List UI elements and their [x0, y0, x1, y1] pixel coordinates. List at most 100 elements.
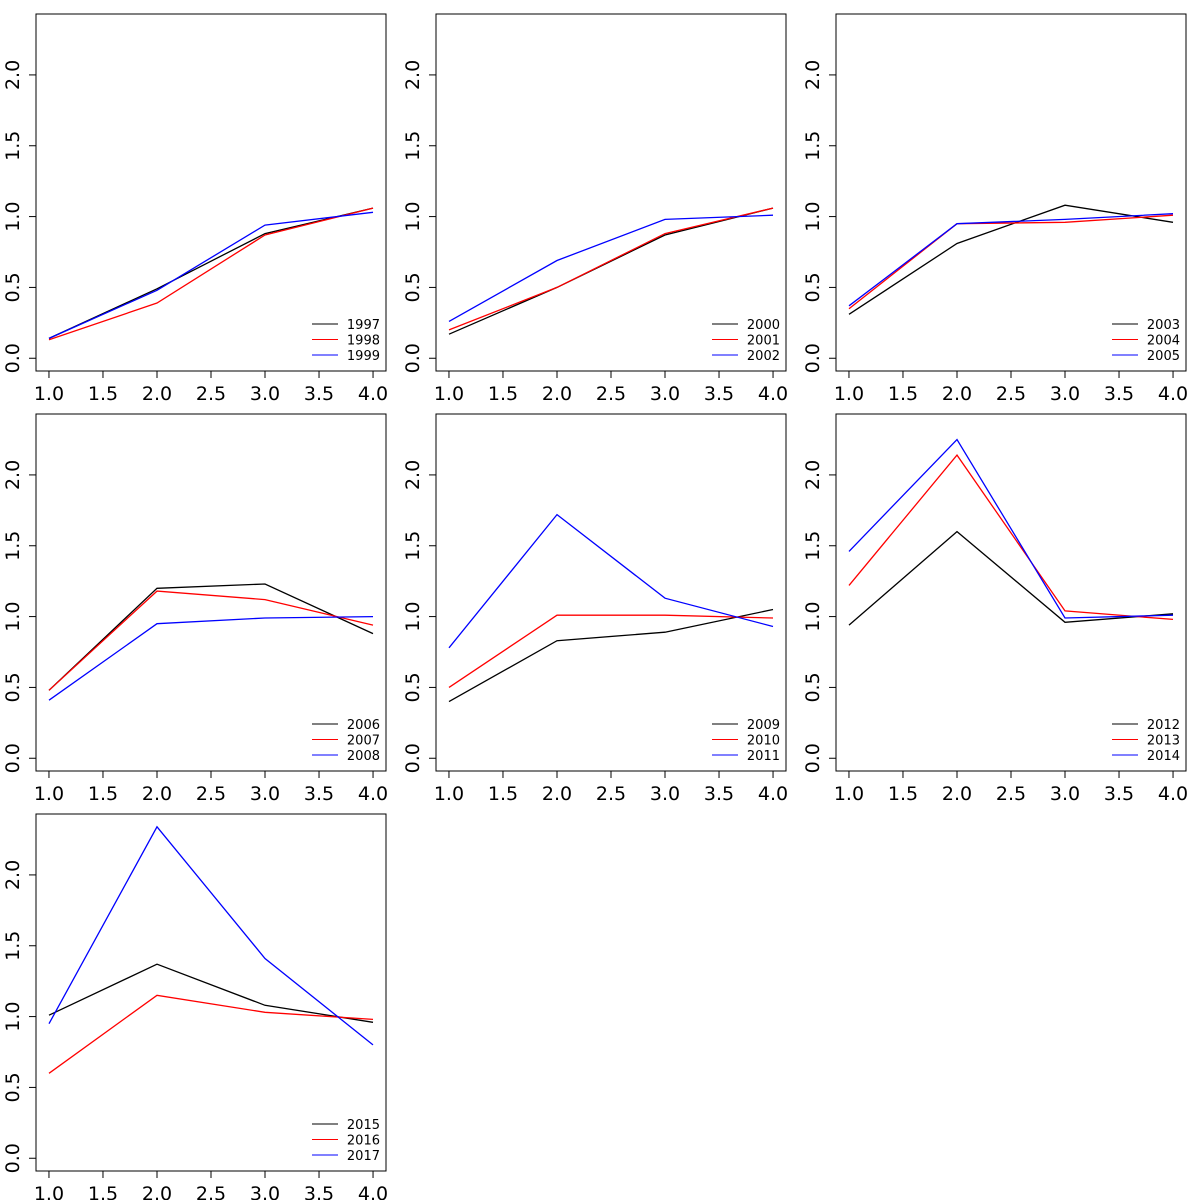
y-tick-label: 1.5 — [2, 931, 24, 961]
x-tick-label: 1.0 — [834, 783, 864, 805]
y-tick-label: 0.5 — [2, 672, 24, 702]
chart-panel-7: 1.0 1.5 2.0 2.5 3.0 3.5 4.0 0.0 0.5 1.0 1.5 2.0 2015… — [2, 813, 388, 1200]
y-tick-label: 0.5 — [2, 272, 24, 302]
x-tick-label: 2.5 — [596, 383, 626, 405]
y-tick-label: 1.5 — [802, 531, 824, 561]
chart-panel-5: 1.0 1.5 2.0 2.5 3.0 3.5 4.0 0.0 0.5 1.0 1.5 2.0 2009… — [402, 413, 788, 805]
plot-frame — [35, 813, 387, 1172]
y-tick-label: 2.0 — [2, 60, 24, 90]
y-axis: 0.0 0.5 1.0 1.5 2.0 — [802, 460, 836, 773]
y-tick-label: 1.0 — [402, 201, 424, 231]
x-axis: 1.0 1.5 2.0 2.5 3.0 3.5 4.0 — [434, 771, 788, 805]
y-tick-label: 1.5 — [802, 131, 824, 161]
y-tick-label: 0.5 — [402, 672, 424, 702]
x-tick-label: 1.0 — [434, 383, 464, 405]
x-tick-label: 1.5 — [88, 383, 118, 405]
legend-label: 2002 — [747, 349, 780, 364]
plot-frame — [835, 13, 1187, 372]
x-tick-label: 1.5 — [488, 783, 518, 805]
x-tick-label: 3.5 — [704, 783, 734, 805]
y-tick-label: 0.0 — [802, 343, 824, 373]
plot-frame — [835, 413, 1187, 772]
plot-frame — [35, 13, 387, 372]
legend-label: 2001 — [747, 334, 780, 349]
x-tick-label: 2.5 — [996, 383, 1026, 405]
legend-label: 2004 — [1147, 334, 1180, 349]
x-tick-label: 2.5 — [996, 783, 1026, 805]
y-tick-label: 1.0 — [402, 601, 424, 631]
y-axis: 0.0 0.5 1.0 1.5 2.0 — [802, 60, 836, 373]
x-tick-label: 3.5 — [304, 383, 334, 405]
x-tick-label: 2.0 — [142, 383, 172, 405]
x-tick-label: 1.0 — [834, 383, 864, 405]
x-tick-label: 1.5 — [888, 383, 918, 405]
x-tick-label: 4.0 — [1158, 383, 1188, 405]
legend-label: 2011 — [747, 749, 780, 764]
y-tick-label: 2.0 — [402, 460, 424, 490]
x-tick-label: 4.0 — [758, 783, 788, 805]
y-axis: 0.0 0.5 1.0 1.5 2.0 — [2, 860, 36, 1173]
series-line-2005 — [848, 213, 1174, 307]
y-tick-label: 1.0 — [802, 601, 824, 631]
series-line-2007 — [48, 590, 374, 691]
x-tick-label: 2.5 — [596, 783, 626, 805]
x-tick-label: 2.5 — [196, 1183, 226, 1200]
x-tick-label: 1.5 — [88, 783, 118, 805]
y-tick-label: 0.5 — [802, 272, 824, 302]
legend-label: 2003 — [1147, 318, 1180, 333]
x-tick-label: 2.0 — [542, 783, 572, 805]
series-line-2009 — [448, 608, 774, 703]
legend-label: 2010 — [747, 734, 780, 749]
y-tick-label: 0.0 — [402, 743, 424, 773]
series-line-1999 — [48, 211, 374, 339]
chart-panel-6: 1.0 1.5 2.0 2.5 3.0 3.5 4.0 0.0 0.5 1.0 1.5 2.0 2012… — [802, 413, 1188, 805]
x-tick-label: 3.5 — [1104, 783, 1134, 805]
legend-label: 2012 — [1147, 718, 1180, 733]
x-tick-label: 2.5 — [196, 383, 226, 405]
y-tick-label: 1.5 — [402, 131, 424, 161]
legend-label: 2009 — [747, 718, 780, 733]
x-axis: 1.0 1.5 2.0 2.5 3.0 3.5 4.0 — [34, 1171, 388, 1200]
legend-label: 2007 — [347, 734, 380, 749]
series-lines — [48, 207, 374, 341]
x-tick-label: 3.0 — [650, 383, 680, 405]
x-tick-label: 2.0 — [942, 783, 972, 805]
x-axis: 1.0 1.5 2.0 2.5 3.0 3.5 4.0 — [34, 371, 388, 405]
y-tick-label: 1.0 — [2, 201, 24, 231]
series-line-2010 — [448, 614, 774, 688]
series-line-2017 — [48, 825, 374, 1046]
x-tick-label: 4.0 — [358, 383, 388, 405]
series-line-2002 — [448, 214, 774, 322]
series-lines — [848, 204, 1174, 315]
y-tick-label: 1.0 — [2, 601, 24, 631]
x-axis: 1.0 1.5 2.0 2.5 3.0 3.5 4.0 — [834, 371, 1188, 405]
chart-panel-3: 1.0 1.5 2.0 2.5 3.0 3.5 4.0 0.0 0.5 1.0 1.5 2.0 2003… — [802, 13, 1188, 405]
y-tick-label: 1.0 — [802, 201, 824, 231]
x-tick-label: 2.0 — [942, 383, 972, 405]
series-lines — [48, 825, 374, 1074]
legend-label: 1997 — [347, 318, 380, 333]
series-lines — [48, 583, 374, 701]
x-tick-label: 3.0 — [1050, 383, 1080, 405]
plot-frame — [435, 413, 787, 772]
legend-label: 2016 — [347, 1134, 380, 1149]
x-tick-label: 3.0 — [650, 783, 680, 805]
legend-label: 2013 — [1147, 734, 1180, 749]
x-tick-label: 2.0 — [142, 1183, 172, 1200]
series-line-2011 — [448, 513, 774, 649]
legend-label: 2005 — [1147, 349, 1180, 364]
series-line-2000 — [448, 207, 774, 335]
x-tick-label: 3.5 — [304, 783, 334, 805]
y-axis: 0.0 0.5 1.0 1.5 2.0 — [402, 460, 436, 773]
chart-panel-4: 1.0 1.5 2.0 2.5 3.0 3.5 4.0 0.0 0.5 1.0 1.5 2.0 2006… — [2, 413, 388, 805]
y-tick-label: 0.0 — [2, 343, 24, 373]
series-line-2004 — [848, 214, 1174, 310]
x-tick-label: 2.0 — [142, 783, 172, 805]
legend-label: 2014 — [1147, 749, 1180, 764]
series-line-1998 — [48, 207, 374, 341]
y-tick-label: 1.5 — [2, 131, 24, 161]
x-tick-label: 3.5 — [1104, 383, 1134, 405]
